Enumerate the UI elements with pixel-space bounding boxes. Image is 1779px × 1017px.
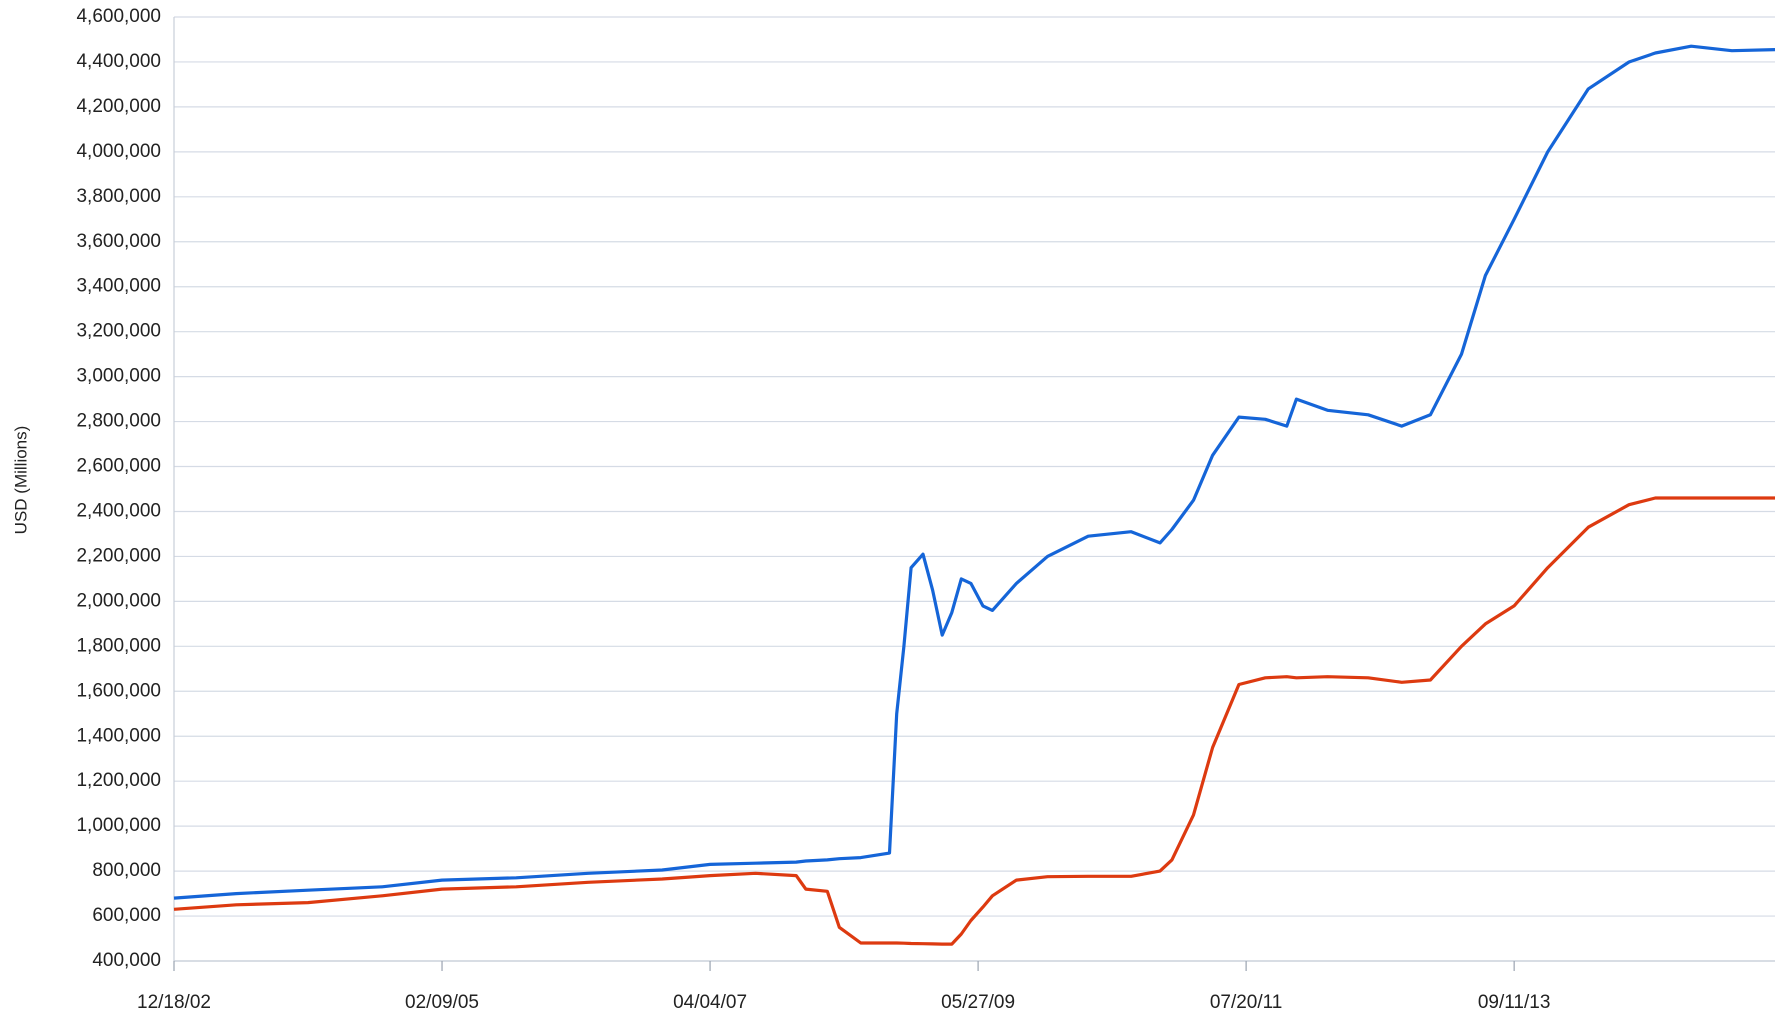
x-tick-label: 02/09/05 (405, 992, 479, 1013)
y-tick-label: 3,400,000 (76, 276, 161, 297)
y-tick-label: 3,800,000 (76, 186, 161, 207)
y-tick-label: 2,200,000 (76, 545, 161, 566)
y-tick-label: 1,800,000 (76, 635, 161, 656)
series-line (173, 496, 1775, 946)
x-tick-label: 12/18/02 (137, 992, 211, 1013)
y-tick-label: 800,000 (92, 860, 161, 881)
y-tick-label: 400,000 (92, 950, 161, 971)
x-tick-label: 07/20/11 (1210, 992, 1283, 1013)
y-tick-label: 3,000,000 (76, 366, 161, 387)
y-tick-label: 2,800,000 (76, 411, 161, 432)
y-tick-label: 2,600,000 (76, 456, 161, 477)
y-tick-label: 4,000,000 (76, 141, 161, 162)
y-tick-label: 3,200,000 (76, 321, 161, 342)
series-line (173, 44, 1776, 900)
y-tick-label: 1,600,000 (76, 680, 161, 701)
y-tick-label: 4,200,000 (76, 96, 161, 117)
y-tick-label: 600,000 (92, 905, 161, 926)
y-tick-label: 1,200,000 (76, 770, 161, 791)
x-tick-label: 04/04/07 (673, 992, 747, 1013)
y-axis-label: USD (Millions) (11, 426, 30, 535)
y-tick-label: 2,000,000 (76, 590, 161, 611)
y-tick-label: 1,400,000 (76, 725, 161, 746)
y-tick-label: 4,400,000 (76, 51, 161, 72)
y-tick-label: 1,000,000 (76, 815, 161, 836)
y-tick-label: 2,400,000 (76, 500, 161, 521)
x-tick-label: 09/11/13 (1478, 992, 1551, 1013)
y-tick-label: 3,600,000 (76, 231, 161, 252)
x-tick-label: 05/27/09 (941, 992, 1015, 1013)
y-tick-label: 4,600,000 (76, 6, 161, 27)
